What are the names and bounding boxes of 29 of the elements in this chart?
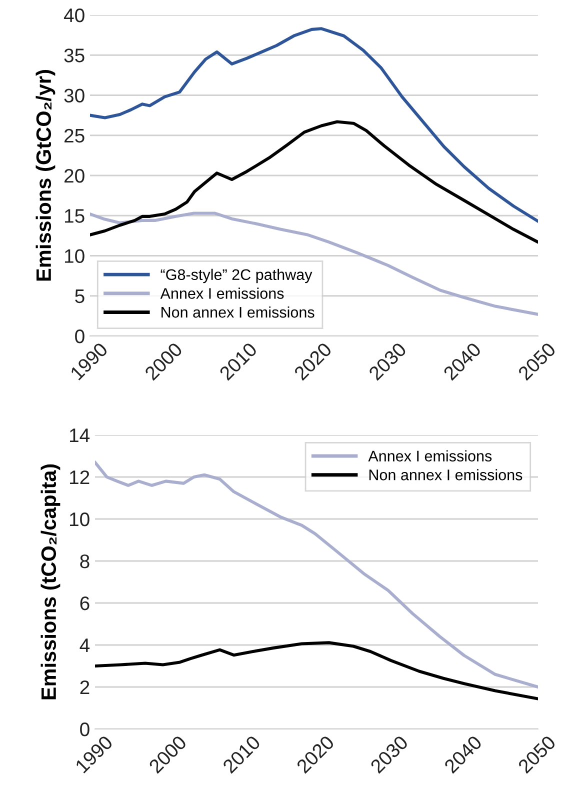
line-series: [90, 212, 538, 316]
y-tick-label: 6: [80, 596, 90, 610]
line-series: [95, 641, 538, 700]
y-tick-label: 0: [75, 329, 84, 344]
line-series: [95, 460, 538, 689]
y-axis-title: Emissions (tCO₂/capita): [40, 464, 60, 700]
y-tick-label: 8: [80, 554, 90, 568]
y-axis-title: Emissions (GtCO₂/yr): [36, 70, 56, 281]
y-tick-label: 5: [75, 290, 84, 304]
legend-label: Non annex I emissions: [369, 469, 522, 480]
y-tick-label: 0: [80, 722, 90, 736]
y-tick-label: 15: [64, 209, 84, 223]
legend-label: “G8-style” 2C pathway: [160, 268, 312, 284]
y-tick-label: 25: [64, 128, 84, 143]
y-tick-label: 35: [64, 48, 84, 62]
y-tick-label: 2: [80, 680, 90, 694]
legend-label: Annex I emissions: [160, 288, 284, 299]
line-series: [90, 27, 538, 223]
y-tick-label: 40: [64, 8, 84, 22]
legend-label: Annex I emissions: [368, 450, 492, 462]
y-tick-label: 4: [80, 638, 90, 652]
y-tick-label: 30: [64, 88, 84, 102]
y-tick-label: 12: [70, 470, 90, 484]
y-tick-label: 14: [70, 428, 90, 442]
y-tick-label: 10: [64, 249, 84, 263]
y-tick-label: 10: [70, 512, 90, 526]
line-series: [90, 120, 538, 244]
y-tick-label: 20: [64, 168, 84, 183]
legend-label: Non annex I emissions: [162, 306, 314, 318]
